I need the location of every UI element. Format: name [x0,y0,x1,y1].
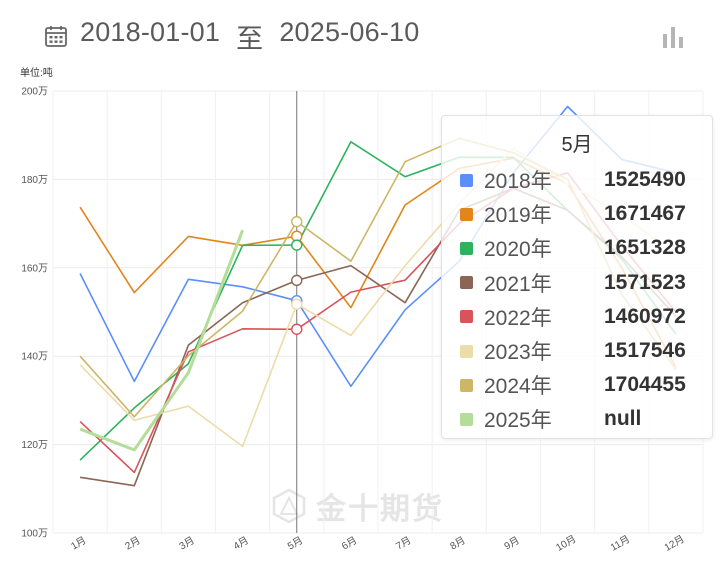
series-name: 2024年 [484,375,552,399]
y-tick-label: 120万 [21,440,48,451]
y-tick-label: 100万 [21,529,48,540]
series-value: 1517546 [604,339,686,363]
unit-label: 单位:吨 [20,68,53,79]
tooltip-row: 2019年 1671467 [442,197,712,231]
watermark: 金十期货 [272,484,444,528]
legend-swatch [460,241,473,255]
y-tick-label: 140万 [21,352,48,363]
x-tick-label: 9月 [502,534,521,552]
series-name: 2023年 [484,341,552,365]
tooltip-row: 2018年 1525490 [442,163,712,197]
tooltip-row: 2022年 1460972 [442,300,712,334]
legend-swatch [460,344,473,358]
x-tick-label: 12月 [662,533,686,554]
x-axis-ticks: 1月 2月 3月 4月 5月 6月 7月 8月 9月 10月 11月 12月 [69,533,687,554]
tooltip: 5月 2018年 1525490 2019年 1671467 2020年 1651328 2… [441,115,713,439]
y-axis-ticks: 100万 120万 140万 160万 180万 200万 [21,87,48,540]
series-value: 1671467 [604,202,686,226]
point-marker-2023年 [291,298,303,310]
tooltip-row: 2021年 1571523 [442,266,712,300]
x-tick-label: 5月 [286,534,305,552]
hover-pointer [291,91,303,533]
series-value: 1704455 [604,373,686,397]
tooltip-row: 2024年 1704455 [442,368,712,402]
point-marker-2024年 [291,215,303,228]
legend-swatch [460,378,473,392]
x-tick-label: 3月 [177,534,196,552]
jin10-logo [272,488,306,524]
point-marker-2020年 [291,239,303,251]
x-tick-label: 10月 [554,533,578,554]
point-marker-2022年 [291,323,303,335]
y-tick-label: 200万 [21,87,48,98]
tooltip-row: 2020年 1651328 [442,231,712,265]
point-marker-2021年 [291,274,303,287]
legend-swatch [460,412,473,426]
series-name: 2022年 [484,306,552,330]
tooltip-rows: 2018年 1525490 2019年 1671467 2020年 1651328 2021… [442,163,712,437]
tooltip-row: 2023年 1517546 [442,334,712,368]
series-value: 1571523 [604,270,686,294]
x-tick-label: 1月 [69,534,88,552]
calendar-icon[interactable] [44,24,68,48]
x-tick-label: 6月 [340,534,359,552]
bar-chart-icon[interactable] [661,24,687,50]
series-name: 2018年 [484,170,552,194]
y-tick-label: 180万 [21,175,48,186]
y-tick-label: 160万 [21,263,48,274]
series-value: 1460972 [604,304,686,328]
date-range-text[interactable]: 2018-01-01 至 2025-06-10 [80,17,419,56]
x-tick-label: 4月 [231,534,250,552]
tooltip-row: 2025年 null [442,402,712,436]
x-tick-label: 2月 [123,534,142,552]
end-date: 2025-06-10 [279,16,420,47]
date-separator: 至 [236,23,264,54]
series-name: 2019年 [484,204,552,228]
start-date: 2018-01-01 [80,16,221,47]
x-tick-label: 8月 [448,534,467,552]
watermark-text: 金十期货 [316,493,444,526]
series-value: 1525490 [604,168,686,192]
series-value: null [604,407,642,431]
series-line-2025年 [79,229,245,452]
series-name: 2020年 [484,238,552,262]
date-range-header[interactable]: 2018-01-01 至 2025-06-10 [44,17,419,56]
legend-swatch [460,207,473,221]
series-value: 1651328 [604,236,686,260]
x-tick-label: 11月 [608,533,632,554]
series-name: 2021年 [484,272,552,296]
legend-swatch [460,310,473,324]
tooltip-title: 5月 [561,134,593,156]
legend-swatch [460,276,473,290]
series-name: 2025年 [484,409,552,433]
legend-swatch [460,173,473,187]
x-tick-label: 7月 [394,534,413,552]
